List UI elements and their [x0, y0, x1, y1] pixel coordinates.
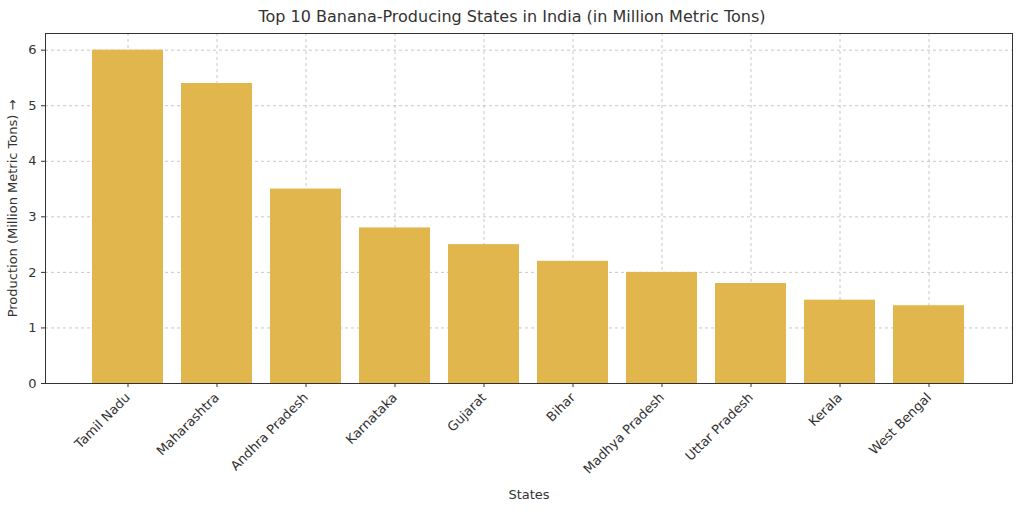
- svg-text:6: 6: [28, 42, 36, 57]
- svg-text:Tamil Nadu: Tamil Nadu: [71, 390, 133, 452]
- svg-text:5: 5: [28, 98, 36, 113]
- svg-text:Production (Million Metric Ton: Production (Million Metric Tons) →: [5, 100, 20, 318]
- svg-text:3: 3: [28, 209, 36, 224]
- svg-text:States: States: [508, 487, 549, 502]
- svg-text:Uttar Pradesh: Uttar Pradesh: [682, 390, 756, 464]
- svg-text:West Bengal: West Bengal: [866, 390, 934, 458]
- html-text:Top 10 Banana-Producing States: Top 10 Banana-Producing States in India …: [258, 7, 766, 26]
- svg-text:Bihar: Bihar: [543, 389, 578, 424]
- svg-text:4: 4: [28, 153, 36, 168]
- svg-text:Maharashtra: Maharashtra: [153, 390, 222, 459]
- svg-text:2: 2: [28, 265, 36, 280]
- svg-text:Andhra Pradesh: Andhra Pradesh: [227, 390, 311, 474]
- svg-text:Gujarat: Gujarat: [444, 390, 489, 435]
- svg-text:Madhya Pradesh: Madhya Pradesh: [580, 390, 667, 477]
- svg-text:Kerala: Kerala: [806, 390, 845, 429]
- svg-text:1: 1: [28, 320, 36, 335]
- svg-text:0: 0: [28, 376, 36, 391]
- svg-text:Karnataka: Karnataka: [343, 390, 400, 447]
